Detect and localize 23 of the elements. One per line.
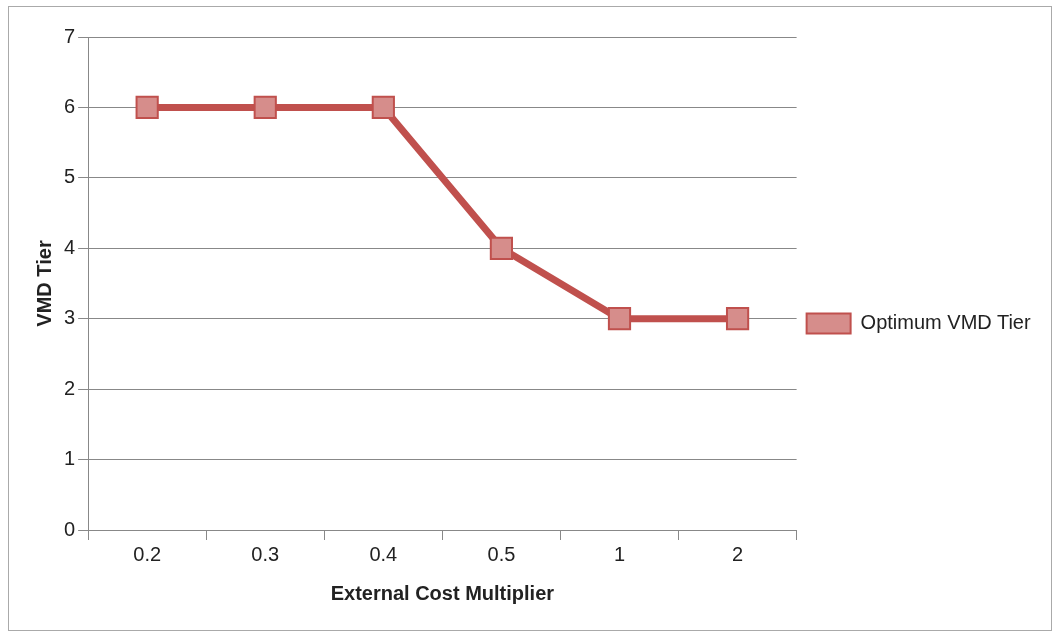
y-tick-label: 6 — [64, 94, 76, 117]
y-tick-label: 7 — [64, 24, 76, 47]
legend-label: Optimum VMD Tier — [860, 311, 1031, 334]
y-tick-label: 0 — [64, 517, 76, 540]
point — [135, 95, 159, 120]
x-tick-label: 0.3 — [251, 542, 280, 565]
point — [725, 307, 750, 331]
point — [607, 307, 632, 331]
y-tick-label: 2 — [64, 376, 76, 399]
x-axis-title: External Cost Multiplier — [330, 581, 555, 604]
y-tick-label: 3 — [64, 306, 76, 329]
point — [489, 236, 514, 260]
y-axis-title: VMD Tier — [32, 240, 55, 327]
y-tick-label: 1 — [64, 447, 76, 470]
y-tick-label: 5 — [64, 165, 76, 188]
x-tick-label: 0.4 — [369, 542, 398, 565]
x-tick-label: 1 — [613, 542, 626, 565]
point — [253, 95, 277, 120]
y-tick-label: 4 — [64, 235, 76, 258]
x-tick-label: 0.2 — [133, 542, 162, 565]
x-tick-label: 0.5 — [487, 542, 516, 565]
x-tick-label: 2 — [732, 542, 744, 565]
point — [371, 95, 395, 120]
